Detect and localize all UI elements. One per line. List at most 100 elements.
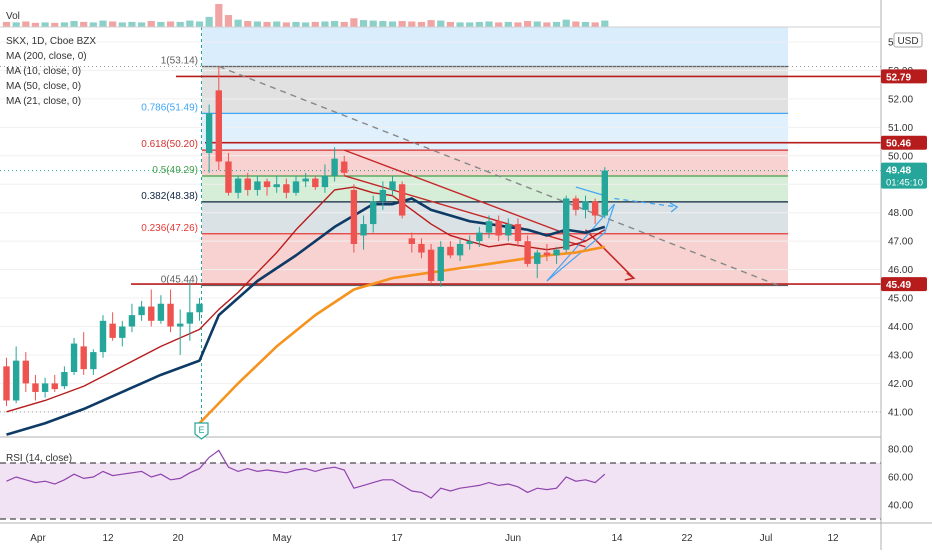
candle[interactable]: [234, 175, 242, 199]
price-tick-label: 45.00: [888, 294, 913, 305]
candle[interactable]: [225, 152, 232, 196]
candle[interactable]: [427, 243, 435, 284]
fib-level-label: 0.786(51.49): [141, 102, 198, 113]
candle[interactable]: [601, 167, 608, 219]
volume-bar: [427, 20, 435, 27]
candle[interactable]: [177, 309, 184, 355]
candle[interactable]: [524, 235, 531, 267]
indicator-ma50[interactable]: MA (50, close, 0): [6, 81, 81, 92]
price-badge[interactable]: 50.46: [881, 135, 927, 150]
candle[interactable]: [90, 349, 97, 375]
candle[interactable]: [22, 352, 29, 392]
red-projection-arrow: [584, 229, 635, 279]
candle-body: [534, 252, 541, 264]
candle[interactable]: [331, 147, 338, 182]
volume-bar: [51, 22, 59, 27]
candle-body: [263, 181, 271, 188]
candle[interactable]: [466, 235, 473, 250]
candle[interactable]: [292, 175, 300, 196]
candle[interactable]: [534, 249, 541, 279]
candle-body: [447, 246, 454, 256]
indicator-ma10[interactable]: MA (10, close, 0): [6, 66, 81, 77]
candle[interactable]: [514, 218, 522, 247]
candle[interactable]: [582, 195, 589, 219]
candle[interactable]: [205, 104, 213, 173]
candle[interactable]: [254, 175, 261, 196]
candle[interactable]: [505, 218, 512, 242]
candle[interactable]: [495, 215, 502, 242]
candle[interactable]: [408, 232, 415, 253]
ma-line-200: [198, 245, 606, 425]
candle[interactable]: [128, 303, 136, 333]
candle[interactable]: [148, 289, 155, 327]
indicator-ma200[interactable]: MA (200, close, 0): [6, 51, 87, 62]
candle[interactable]: [263, 178, 271, 196]
candle[interactable]: [70, 337, 78, 375]
price-badge[interactable]: 45.49: [881, 277, 927, 292]
price-badge[interactable]: 52.79: [881, 69, 927, 84]
candle[interactable]: [476, 226, 483, 247]
earnings-event-marker[interactable]: E: [194, 422, 209, 440]
candle[interactable]: [398, 181, 406, 219]
candle-body: [341, 161, 348, 173]
candle[interactable]: [186, 280, 194, 341]
candle[interactable]: [572, 195, 580, 216]
candle[interactable]: [3, 357, 10, 407]
candle[interactable]: [41, 377, 49, 398]
candle[interactable]: [447, 241, 454, 259]
candle-body: [61, 372, 68, 387]
candle[interactable]: [138, 300, 145, 321]
candle[interactable]: [543, 243, 551, 262]
candle[interactable]: [370, 195, 377, 233]
volume-bar: [456, 22, 464, 27]
candle-body: [379, 189, 387, 202]
candle[interactable]: [61, 366, 68, 390]
volume-bar: [524, 21, 532, 27]
volume-bar: [31, 22, 40, 27]
candle[interactable]: [80, 332, 87, 375]
candle[interactable]: [167, 289, 174, 333]
candle[interactable]: [196, 298, 203, 321]
candle[interactable]: [99, 315, 107, 358]
currency-tag[interactable]: [893, 32, 923, 48]
rsi-band: [0, 463, 881, 519]
volume-bar: [263, 21, 271, 27]
candle[interactable]: [157, 295, 165, 324]
candle[interactable]: [51, 374, 58, 392]
candle[interactable]: [321, 164, 329, 193]
fib-zone: [202, 113, 788, 151]
volume-bar: [552, 21, 561, 27]
candle[interactable]: [12, 346, 20, 404]
candle[interactable]: [215, 66, 222, 171]
candle-body: [476, 232, 483, 242]
candle[interactable]: [341, 155, 348, 176]
volume-bar: [80, 21, 88, 27]
candle[interactable]: [312, 175, 319, 190]
candle[interactable]: [360, 215, 367, 250]
candle[interactable]: [456, 238, 464, 262]
candle[interactable]: [437, 241, 444, 287]
candle[interactable]: [273, 175, 280, 193]
candle-body: [321, 175, 329, 188]
candle[interactable]: [244, 172, 251, 196]
candle-body: [312, 178, 319, 188]
indicator-ma21[interactable]: MA (21, close, 0): [6, 96, 81, 107]
candle[interactable]: [485, 215, 493, 239]
candle[interactable]: [563, 195, 570, 253]
candle[interactable]: [379, 181, 387, 210]
candle[interactable]: [302, 172, 309, 188]
candle[interactable]: [553, 246, 560, 264]
volume-bar: [475, 21, 483, 27]
price-tick-label: 47.00: [888, 237, 913, 248]
price-badge-countdown: 01:45:10: [886, 178, 923, 189]
candle[interactable]: [350, 184, 358, 253]
candle[interactable]: [119, 320, 126, 347]
candle[interactable]: [591, 198, 599, 225]
candle[interactable]: [283, 178, 290, 199]
candle[interactable]: [109, 312, 116, 341]
candle[interactable]: [418, 238, 425, 259]
candle[interactable]: [32, 374, 39, 401]
candle[interactable]: [389, 175, 396, 196]
